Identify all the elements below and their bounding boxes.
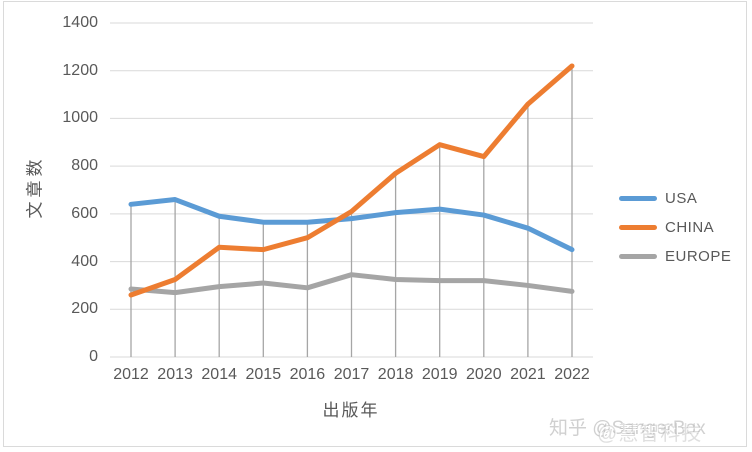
x-tick-label-2012: 2012 <box>113 366 149 383</box>
y-tick-label-1200: 1200 <box>62 61 98 79</box>
x-tick-label-2015: 2015 <box>245 366 282 383</box>
x-tick-label-2018: 2018 <box>377 366 414 383</box>
x-tick-label-2021: 2021 <box>510 366 546 383</box>
legend-label-usa: USA <box>665 189 698 207</box>
y-tick-label-0: 0 <box>89 348 98 365</box>
chart-border <box>3 1 747 447</box>
legend-swatch-europe <box>619 253 657 259</box>
x-tick-label-2016: 2016 <box>289 366 326 383</box>
y-tick-label-600: 600 <box>71 204 98 222</box>
x-axis-title: 出版年 <box>322 401 380 420</box>
legend: USA CHINA EUROPE <box>619 187 731 267</box>
legend-item-china: CHINA <box>619 216 731 238</box>
legend-label-europe: EUROPE <box>665 247 732 265</box>
x-tick-label-2014: 2014 <box>201 366 237 383</box>
legend-swatch-china <box>619 224 657 230</box>
y-tick-label-800: 800 <box>71 157 98 175</box>
x-tick-label-2020: 2020 <box>466 366 502 383</box>
y-axis-title: 文章数 <box>25 155 45 219</box>
watermark-zhihu-sangerbox: 知乎 @SangerBox <box>549 418 706 439</box>
series-line-china <box>128 63 575 298</box>
legend-label-china: CHINA <box>665 218 715 236</box>
x-tick-label-2019: 2019 <box>421 366 458 383</box>
x-tick-label-2013: 2013 <box>157 366 193 383</box>
y-tick-label-200: 200 <box>71 300 98 318</box>
x-tick-label-2017: 2017 <box>333 366 370 383</box>
x-tick-label-2022: 2022 <box>554 366 590 383</box>
legend-swatch-usa <box>619 195 657 201</box>
y-tick-label-1400: 1400 <box>62 14 98 31</box>
watermark-overlay: @慧智科技 <box>597 423 703 445</box>
legend-item-europe: EUROPE <box>619 245 731 267</box>
y-tick-label-1000: 1000 <box>62 109 98 127</box>
series-line-europe <box>128 272 575 296</box>
series-line-usa <box>128 197 575 253</box>
y-tick-label-400: 400 <box>71 252 98 270</box>
legend-item-usa: USA <box>619 187 731 209</box>
